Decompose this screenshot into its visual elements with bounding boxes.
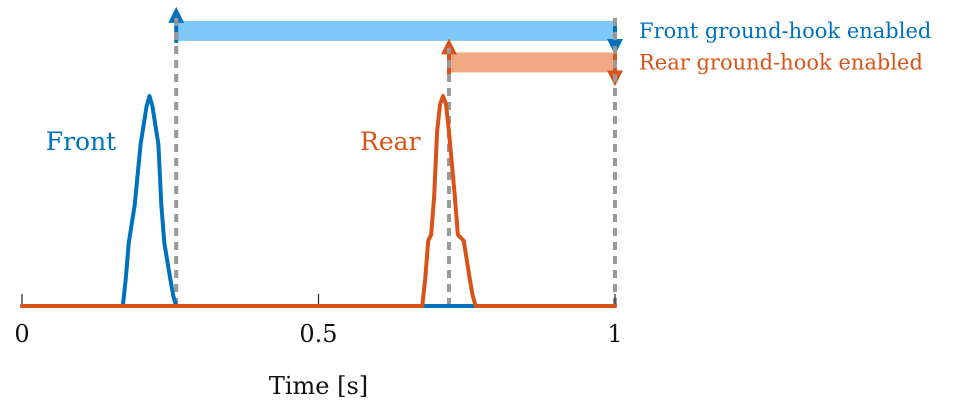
x-tick-label-2: 1 <box>607 320 622 348</box>
x-axis: 0 0.5 1 Time [s] <box>14 294 623 400</box>
x-axis-label: Time [s] <box>269 372 368 400</box>
enable-bars-layer: Front ground-hook enabled Rear ground-hoo… <box>168 6 931 87</box>
labels-layer: Front Rear <box>46 127 421 156</box>
enable-bar-1 <box>448 52 615 73</box>
vertical-markers-layer <box>174 16 617 306</box>
series-rear-line <box>20 94 617 308</box>
enable-bar-label-0: Front ground-hook enabled <box>639 19 931 43</box>
enable-bar-0 <box>176 20 615 41</box>
series-front-line <box>20 94 617 308</box>
x-tick-label-1: 0.5 <box>299 320 337 348</box>
series-label-rear: Rear <box>360 127 421 156</box>
series-layer <box>20 94 617 308</box>
x-tick-label-0: 0 <box>14 320 29 348</box>
enable-bar-label-1: Rear ground-hook enabled <box>639 50 923 74</box>
series-label-front: Front <box>46 127 117 156</box>
